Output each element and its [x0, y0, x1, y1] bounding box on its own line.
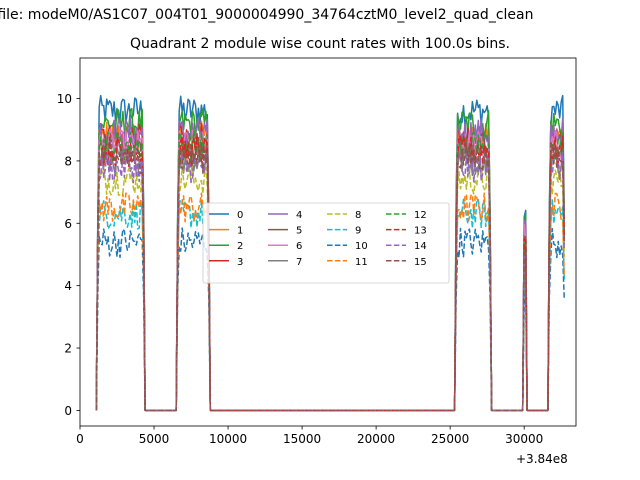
- series-layer: [95, 94, 565, 412]
- series-line-13: [95, 135, 565, 412]
- y-tick-label: 10: [57, 92, 72, 106]
- legend-label-14: 14: [414, 241, 427, 252]
- y-tick-label: 4: [64, 279, 72, 293]
- series-line-10: [95, 227, 565, 412]
- legend-label-11: 11: [355, 257, 368, 268]
- x-tick-label: 15000: [283, 432, 321, 446]
- legend-label-12: 12: [414, 210, 427, 221]
- legend-label-10: 10: [355, 241, 368, 252]
- x-tick-label: 25000: [431, 432, 469, 446]
- x-tick-label: 5000: [139, 432, 170, 446]
- legend-label-13: 13: [414, 226, 427, 237]
- x-tick-label: 20000: [357, 432, 395, 446]
- x-tick-label: 30000: [505, 432, 543, 446]
- legend-label-5: 5: [296, 226, 302, 237]
- y-tick-label: 6: [64, 217, 72, 231]
- legend-label-8: 8: [355, 210, 361, 221]
- legend-label-7: 7: [296, 257, 302, 268]
- series-line-15: [95, 141, 565, 412]
- axes-frame: [79, 57, 577, 427]
- x-tick-label: 10000: [209, 432, 247, 446]
- x-axis-offset-label: +3.84e8: [516, 452, 568, 466]
- y-tick-label: 2: [64, 342, 72, 356]
- legend-label-2: 2: [237, 241, 243, 252]
- figure-suptitle: n file: modeM0/AS1C07_004T01_9000004990_…: [0, 7, 534, 23]
- legend-label-1: 1: [237, 226, 243, 237]
- y-tick-label: 8: [64, 154, 72, 168]
- legend-label-6: 6: [296, 241, 302, 252]
- legend-label-0: 0: [237, 210, 243, 221]
- legend-label-9: 9: [355, 226, 361, 237]
- chart-title: Quadrant 2 module wise count rates with …: [130, 36, 510, 52]
- legend-label-15: 15: [414, 257, 427, 268]
- legend-box: [202, 202, 450, 284]
- legend-label-4: 4: [296, 210, 302, 221]
- x-tick-label: 0: [76, 432, 84, 446]
- legend-label-3: 3: [237, 257, 243, 268]
- y-tick-label: 0: [64, 404, 72, 418]
